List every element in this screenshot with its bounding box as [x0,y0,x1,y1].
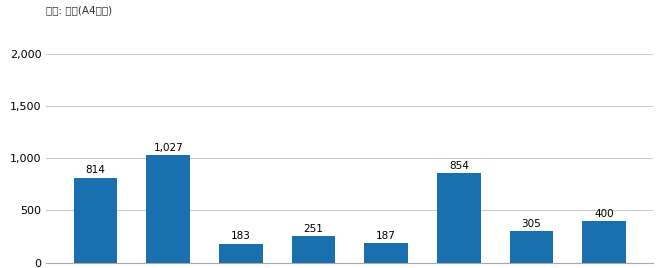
Text: 183: 183 [231,232,251,241]
Text: 400: 400 [594,209,614,219]
Bar [510,231,553,263]
Text: 854: 854 [449,161,469,171]
Bar [437,173,480,263]
Text: 305: 305 [521,219,541,229]
Bar [292,236,335,263]
Text: 単位: 万枚(A4換算): 単位: 万枚(A4換算) [46,5,112,15]
Bar [219,244,263,263]
Text: 1,027: 1,027 [153,143,183,153]
Text: 187: 187 [376,231,396,241]
Bar [147,155,190,263]
Bar [364,243,408,263]
Bar [582,221,626,263]
Bar [74,178,117,263]
Text: 814: 814 [86,165,106,176]
Text: 251: 251 [304,224,323,234]
